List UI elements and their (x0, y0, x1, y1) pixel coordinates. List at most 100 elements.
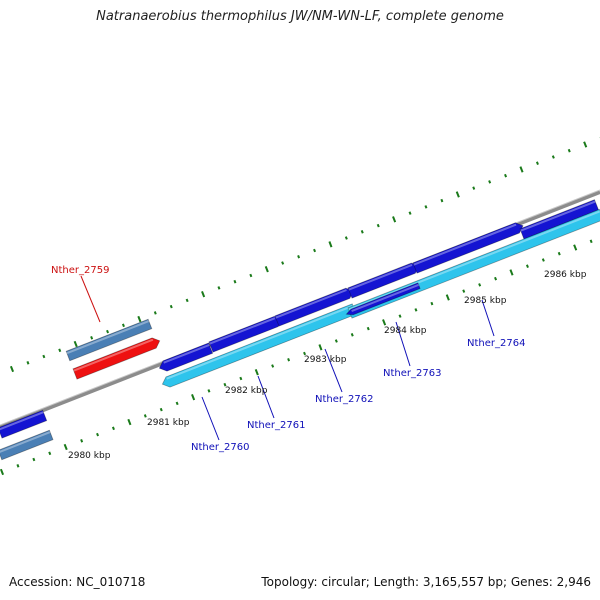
minor-tick (90, 336, 94, 340)
major-tick (0, 468, 5, 476)
kbp-label: 2981 kbp (147, 418, 190, 428)
map-title: Natranaerobius thermophilus JW/NM-WN-LF,… (96, 9, 504, 24)
minor-tick (185, 298, 189, 303)
gene-label-nther-2763: Nther_2763 (383, 368, 441, 379)
major-tick (264, 266, 269, 273)
major-tick (455, 191, 460, 198)
leader-line-nther-2763 (395, 321, 411, 367)
minor-tick (96, 432, 100, 437)
minor-tick (313, 248, 317, 253)
minor-tick (398, 314, 402, 318)
minor-tick (207, 389, 211, 393)
gene-highlight (348, 263, 413, 291)
major-tick (328, 241, 333, 248)
gene-label-nther-2761: Nther_2761 (247, 420, 305, 431)
minor-tick (169, 304, 173, 309)
major-tick (583, 141, 588, 148)
major-tick (519, 166, 524, 173)
kbp-label: 2980 kbp (68, 451, 111, 461)
minor-tick (32, 457, 36, 462)
minor-tick (551, 155, 555, 159)
minor-tick (344, 236, 348, 240)
minor-tick (494, 276, 498, 281)
major-tick (63, 443, 68, 451)
minor-tick (48, 451, 52, 456)
minor-tick (557, 251, 561, 256)
gene-label-nther-2760: Nther_2760 (191, 442, 249, 453)
minor-tick (175, 401, 179, 406)
minor-tick (287, 358, 291, 362)
minor-tick (366, 326, 370, 331)
minor-tick (26, 361, 30, 365)
leader-line-nther-2762 (324, 348, 343, 393)
gene-highlight (0, 411, 44, 431)
major-tick (73, 340, 78, 348)
minor-tick (281, 261, 285, 265)
gene-steel-left-lower (0, 429, 54, 461)
major-tick (573, 244, 578, 251)
accession-text: Accession: NC_010718 (9, 575, 146, 589)
minor-tick (303, 351, 307, 356)
minor-tick (111, 426, 115, 431)
minor-tick (239, 376, 243, 381)
minor-tick (488, 180, 492, 184)
gene-highlight (348, 210, 600, 311)
major-tick (509, 269, 514, 276)
gene-label-nther-2764: Nther_2764 (467, 338, 525, 349)
minor-tick (80, 439, 84, 443)
minor-tick (472, 186, 476, 190)
gene-highlight (163, 343, 210, 364)
gene-highlight (351, 283, 420, 313)
minor-tick (153, 311, 157, 315)
outer-tick-row (9, 137, 600, 373)
kbp-label: 2985 kbp (464, 296, 507, 306)
minor-tick (414, 308, 418, 312)
minor-tick (42, 354, 46, 359)
minor-tick (478, 283, 482, 287)
minor-tick (408, 211, 412, 215)
minor-tick (430, 301, 434, 306)
gene-highlight (209, 317, 276, 345)
leader-line-nther-2759 (80, 275, 101, 323)
minor-tick (159, 407, 163, 412)
gene-highlight (66, 320, 150, 355)
major-tick (201, 291, 206, 298)
minor-tick (462, 289, 466, 293)
minor-tick (334, 339, 338, 343)
gene-nther-2763-inner (345, 282, 421, 316)
minor-tick (223, 382, 227, 387)
minor-tick (440, 198, 444, 203)
gene-features (0, 199, 600, 461)
gene-highlight (275, 289, 347, 319)
minor-tick (106, 329, 110, 334)
minor-tick (504, 173, 508, 178)
minor-tick (16, 464, 20, 468)
gene-label-nther-2759: Nther_2759 (51, 265, 109, 276)
gene-nther-2759-steel (65, 318, 153, 362)
minor-tick (233, 279, 237, 284)
minor-tick (58, 348, 62, 353)
minor-tick (350, 333, 354, 337)
minor-tick (376, 223, 380, 228)
minor-tick (541, 258, 545, 262)
minor-tick (567, 148, 571, 153)
minor-tick (249, 273, 253, 278)
major-tick (392, 216, 397, 223)
minor-tick (271, 364, 275, 368)
kbp-label: 2982 kbp (225, 386, 268, 396)
minor-tick (121, 323, 125, 328)
minor-tick (217, 286, 221, 290)
gene-highlight (0, 431, 51, 453)
gene-highlight (413, 223, 517, 266)
gene-nther-2759 (72, 337, 161, 380)
gene-highlight (73, 338, 154, 372)
kbp-label: 2983 kbp (304, 355, 347, 365)
major-tick (9, 365, 15, 373)
gene-label-nther-2762: Nther_2762 (315, 394, 373, 405)
minor-tick (360, 230, 364, 234)
gene-highlight (520, 200, 596, 232)
kbp-label: 2984 kbp (384, 326, 427, 336)
major-tick (191, 394, 196, 401)
leader-line-nther-2760 (201, 396, 220, 441)
